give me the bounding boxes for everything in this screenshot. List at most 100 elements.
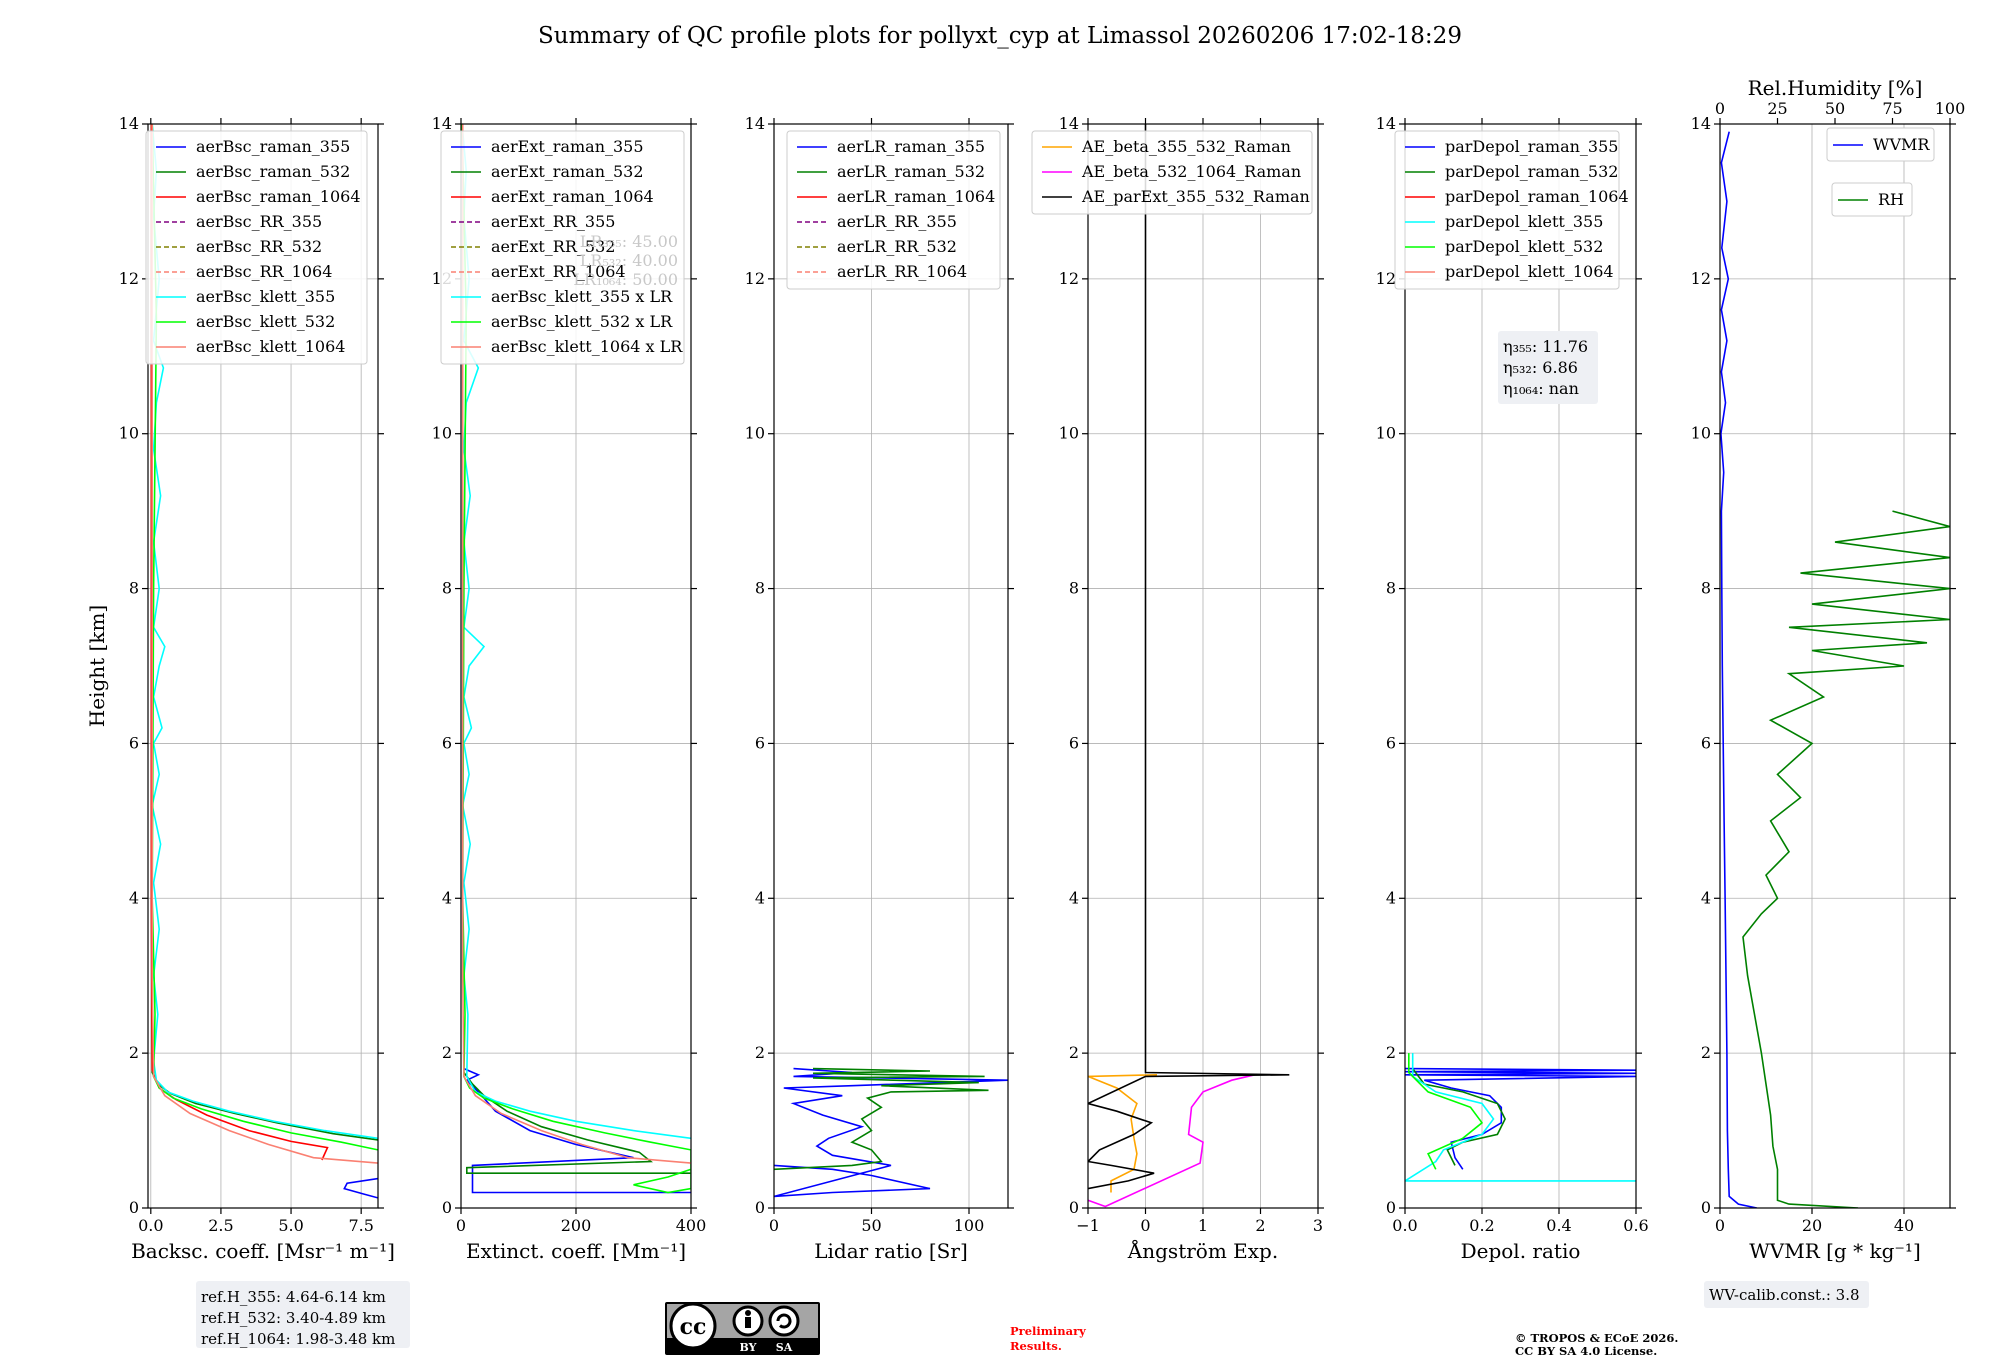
legend-label: aerLR_RR_532 xyxy=(837,237,957,256)
y-tick-label: 8 xyxy=(1701,579,1711,598)
legend-label: aerBsc_raman_532 xyxy=(196,162,350,181)
series-line-aerExt_raman_355 xyxy=(463,1067,691,1194)
legend-label: aerBsc_RR_532 xyxy=(196,237,322,256)
x2-tick-label: 50 xyxy=(1825,99,1845,118)
axes-frame xyxy=(1719,123,1951,1209)
panel-lr: 0 2 4 6 8 10 12 14 0 50 100 Lidar ratio [Sr] aerLR_r… xyxy=(745,114,1014,1263)
y-tick-label: 10 xyxy=(1376,424,1396,443)
x-axis-label: Depol. ratio xyxy=(1461,1239,1581,1263)
legend-label: aerExt_RR_1064 xyxy=(491,262,626,281)
series-line-aerBsc_klett_1064 xyxy=(151,124,378,1164)
lr-setting-text: LR₃₅₅: 45.00 xyxy=(580,232,678,251)
series-line-aerBsc_raman_355 xyxy=(343,1177,378,1199)
x-tick-label: 400 xyxy=(676,1216,707,1235)
series-line-RH xyxy=(1742,510,1950,1208)
legend-label: aerLR_RR_355 xyxy=(837,212,957,231)
x2-tick-label: 100 xyxy=(1935,99,1966,118)
x-axis-label: Ångström Exp. xyxy=(1127,1238,1278,1263)
y-tick-label: 6 xyxy=(1069,733,1079,752)
y-tick-label: 14 xyxy=(745,114,765,133)
y-tick-label: 4 xyxy=(442,888,452,907)
cc-sa-label: SA xyxy=(776,1341,793,1354)
x-tick-label: 1 xyxy=(1198,1216,1208,1235)
panel-ext: 024681012140200400Extinct. coeff. [Mm⁻¹]… xyxy=(432,114,707,1263)
x-tick-label: 5.0 xyxy=(278,1216,303,1235)
legend-label: parDepol_raman_532 xyxy=(1445,162,1618,181)
y-tick-label: 2 xyxy=(1386,1043,1396,1062)
series-line-aerLR_raman_355 xyxy=(774,1067,1008,1198)
y-tick-label: 10 xyxy=(119,424,139,443)
legend-label: AE_beta_355_532_Raman xyxy=(1081,137,1291,156)
rh-legend-label: RH xyxy=(1878,190,1904,209)
y-tick-label: 10 xyxy=(432,424,452,443)
y-tick-label: 14 xyxy=(1059,114,1079,133)
x-tick-label: 0 xyxy=(456,1216,466,1235)
x-axis-label: Backsc. coeff. [Msr⁻¹ m⁻¹] xyxy=(131,1239,395,1263)
x-tick-label: 0.0 xyxy=(138,1216,163,1235)
legend-label: aerBsc_klett_532 xyxy=(196,312,335,331)
legend: aerBsc_raman_355 aerBsc_raman_532 aerBsc_r… xyxy=(145,130,368,365)
x-tick-label: 0.6 xyxy=(1623,1216,1648,1235)
x-tick-label: 0 xyxy=(1715,1216,1725,1235)
refh-box xyxy=(196,1281,410,1348)
y-tick-label: 0 xyxy=(1701,1198,1711,1217)
y-tick-label: 12 xyxy=(119,269,139,288)
y-tick-label: 0 xyxy=(755,1198,765,1217)
legend-label: aerLR_raman_532 xyxy=(837,162,985,181)
x-tick-label: 7.5 xyxy=(348,1216,373,1235)
cc-by-label: BY xyxy=(740,1341,757,1354)
y-tick-label: 2 xyxy=(755,1043,765,1062)
legend-frame xyxy=(1394,130,1620,290)
x2-tick-label: 25 xyxy=(1767,99,1787,118)
legend-label: aerBsc_raman_355 xyxy=(196,137,350,156)
series-line-aerExt_raman_532 xyxy=(463,1072,691,1174)
y-tick-label: 12 xyxy=(1691,269,1711,288)
y-tick-label: 10 xyxy=(1691,424,1711,443)
legend: parDepol_raman_355 parDepol_raman_532 parD… xyxy=(1394,130,1629,290)
eta-text: η₃₅₅: 11.76 xyxy=(1503,337,1588,356)
legend: aerLR_raman_355 aerLR_raman_532 aerLR_rama… xyxy=(786,130,1001,290)
legend-label: aerExt_raman_355 xyxy=(491,137,644,156)
y-tick-label: 6 xyxy=(755,733,765,752)
legend-label: aerLR_RR_1064 xyxy=(837,262,967,281)
x-tick-label: 0.0 xyxy=(1392,1216,1417,1235)
y-tick-label: 4 xyxy=(129,888,139,907)
series-group xyxy=(461,124,691,1194)
axes-frame xyxy=(773,123,1009,1209)
y-tick-label: 4 xyxy=(1386,888,1396,907)
wv-calib-text: WV-calib.const.: 3.8 xyxy=(1709,1286,1860,1304)
y-tick-label: 2 xyxy=(129,1043,139,1062)
legend-label: parDepol_klett_1064 xyxy=(1445,262,1614,281)
y-tick-label: 10 xyxy=(745,424,765,443)
x-tick-label: 50 xyxy=(861,1216,881,1235)
x-tick-label: 200 xyxy=(561,1216,592,1235)
wvmr-legend-label: WVMR xyxy=(1873,135,1930,154)
x2-tick-label: 0 xyxy=(1715,99,1725,118)
panel-bsc: 0 2 4 6 8 10 12 14 0.0 2.5 5.0 7.5 Backsc. coeff. [M… xyxy=(85,114,395,1263)
x-axis-label: WVMR [g * kg⁻¹] xyxy=(1749,1239,1921,1263)
axes-frame xyxy=(1404,123,1637,1209)
y-tick-label: 14 xyxy=(1691,114,1711,133)
legend-label: parDepol_klett_355 xyxy=(1445,212,1603,231)
series-line-aerLR_raman_532 xyxy=(774,1067,989,1171)
rh-legend-frame xyxy=(1831,182,1913,217)
x-tick-label: 2 xyxy=(1255,1216,1265,1235)
x-tick-label: 2.5 xyxy=(208,1216,233,1235)
x-tick-label: −1 xyxy=(1076,1216,1100,1235)
legend-label: aerExt_RR_532 xyxy=(491,237,615,256)
y-tick-label: 0 xyxy=(129,1198,139,1217)
y-tick-label: 8 xyxy=(755,579,765,598)
legend-frame xyxy=(786,130,1001,290)
y-tick-label: 6 xyxy=(1386,733,1396,752)
series-group xyxy=(774,1067,1008,1198)
legend-label: aerBsc_klett_532 x LR xyxy=(491,312,673,331)
legend-label: aerExt_RR_355 xyxy=(491,212,615,231)
series-line-aerBsc_klett_355 xyxy=(151,124,378,1140)
x-tick-label: 3 xyxy=(1313,1216,1323,1235)
y-tick-label: 8 xyxy=(1069,579,1079,598)
y-tick-label: 10 xyxy=(1059,424,1079,443)
legend-label: aerBsc_RR_1064 xyxy=(196,262,332,281)
x-tick-label: 0 xyxy=(1140,1216,1150,1235)
y-tick-label: 12 xyxy=(1376,269,1396,288)
eta-box xyxy=(1498,331,1598,404)
